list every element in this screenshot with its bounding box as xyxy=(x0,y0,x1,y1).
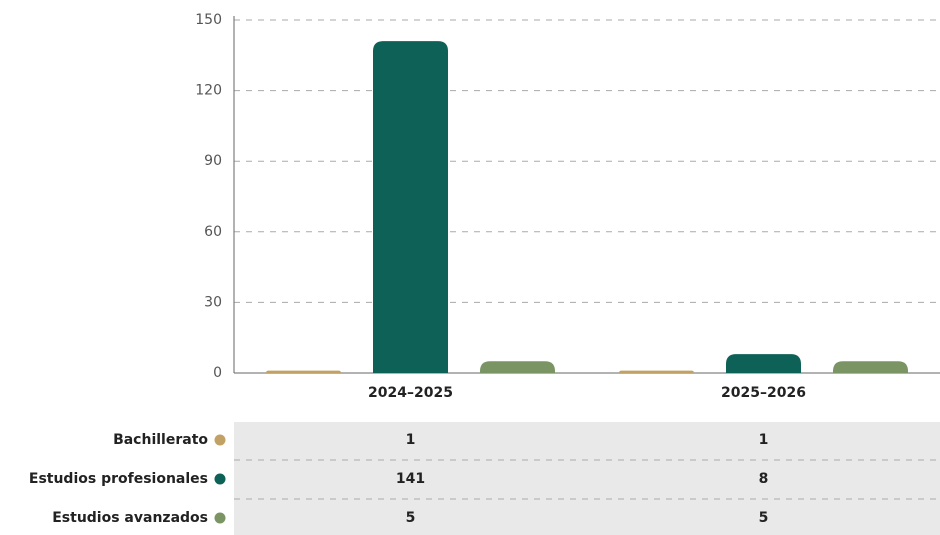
legend-label: Estudios avanzados xyxy=(52,510,208,526)
table-value: 5 xyxy=(406,510,416,526)
y-tick-label: 0 xyxy=(213,365,222,381)
y-tick-label: 60 xyxy=(204,224,222,240)
bar xyxy=(833,361,908,373)
bar xyxy=(266,370,341,373)
legend-label: Bachillerato xyxy=(113,432,208,448)
y-tick-label: 150 xyxy=(195,12,222,28)
legend-marker xyxy=(214,512,226,524)
table-value: 5 xyxy=(759,510,769,526)
bar xyxy=(480,361,555,373)
y-tick-label: 90 xyxy=(204,153,222,169)
legend-marker xyxy=(214,473,226,485)
legend-label: Estudios profesionales xyxy=(29,471,208,487)
table-background xyxy=(234,422,940,535)
table-value: 1 xyxy=(759,432,769,448)
bar xyxy=(619,370,694,373)
x-tick-label: 2025–2026 xyxy=(721,385,806,401)
y-tick-label: 120 xyxy=(195,83,222,99)
table-value: 1 xyxy=(406,432,416,448)
bar xyxy=(373,41,448,374)
y-tick-label: 30 xyxy=(204,294,222,310)
table-value: 141 xyxy=(396,471,425,487)
x-tick-label: 2024–2025 xyxy=(368,385,453,401)
legend-marker xyxy=(214,434,226,446)
bar xyxy=(726,354,801,373)
table-value: 8 xyxy=(759,471,769,487)
